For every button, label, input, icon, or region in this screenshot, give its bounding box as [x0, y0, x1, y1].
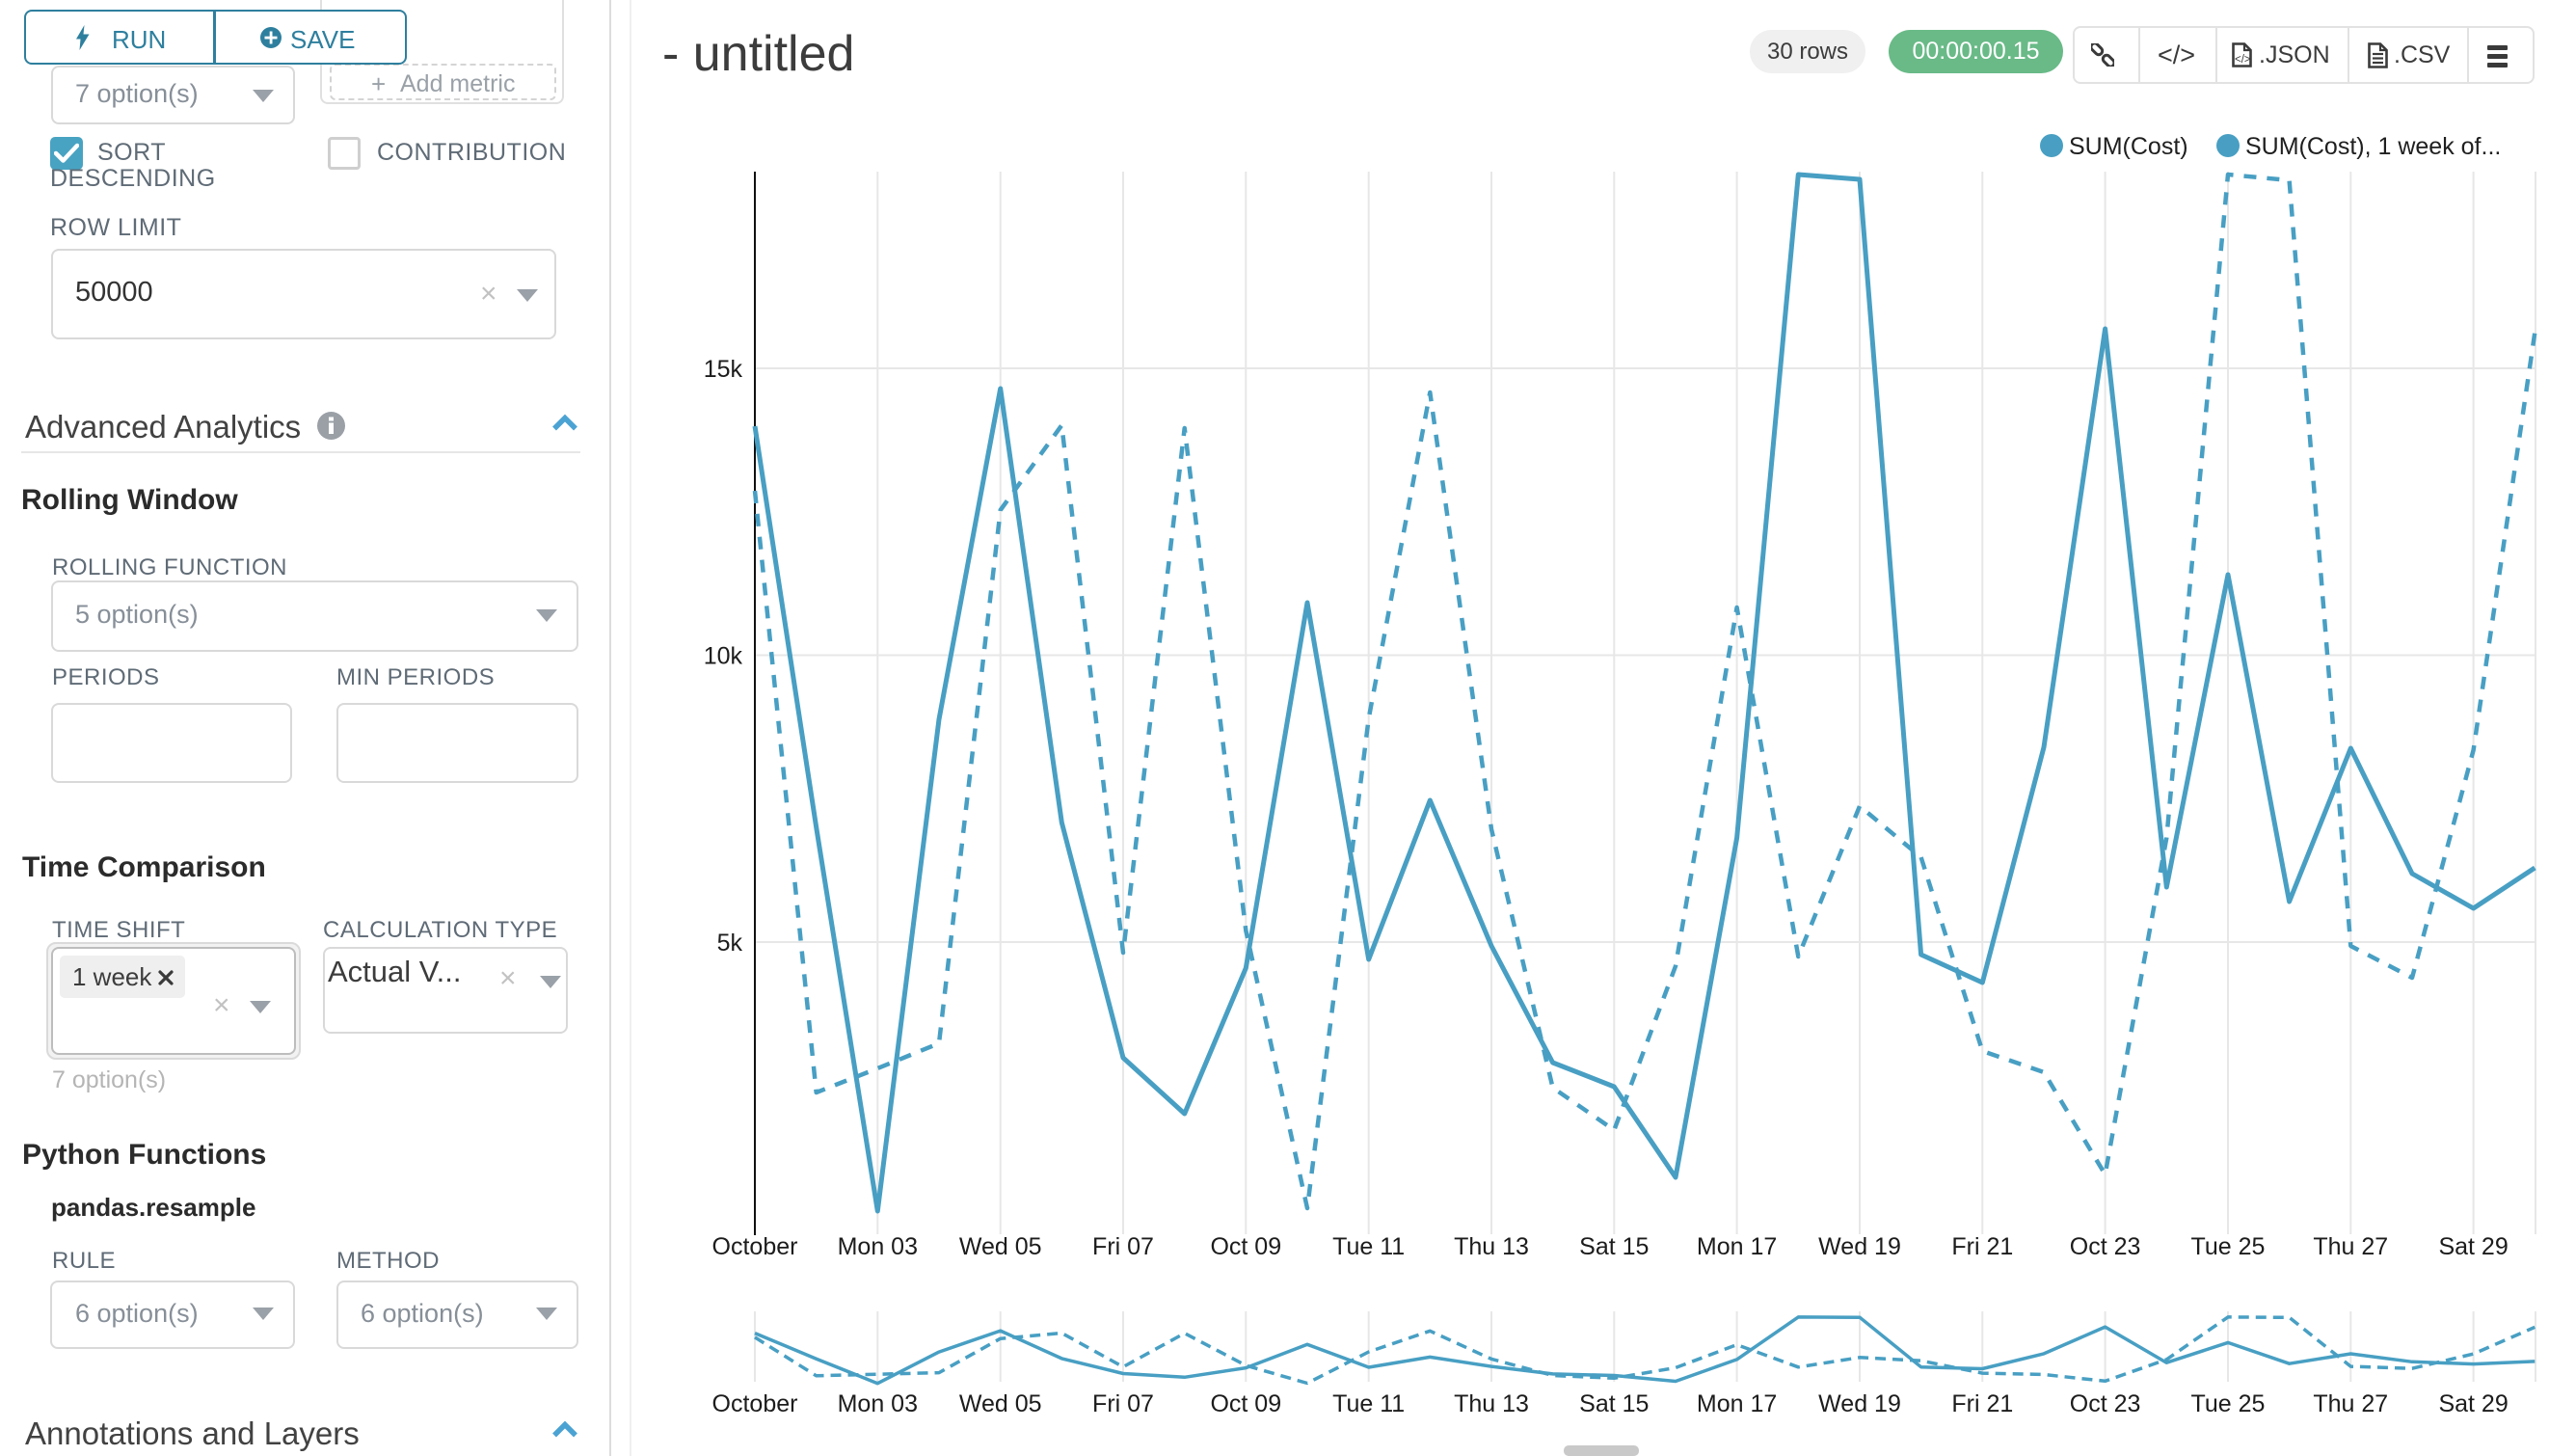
svg-text:Mon 17: Mon 17 [1697, 1233, 1777, 1260]
svg-text:Thu 13: Thu 13 [1454, 1390, 1529, 1417]
svg-text:Oct 23: Oct 23 [2070, 1390, 2141, 1417]
svg-text:Fri 21: Fri 21 [1951, 1233, 2013, 1260]
svg-text:Sat 29: Sat 29 [2438, 1233, 2508, 1260]
svg-text:Oct 09: Oct 09 [1210, 1233, 1281, 1260]
svg-text:Oct 23: Oct 23 [2070, 1233, 2141, 1260]
svg-text:10k: 10k [704, 643, 743, 670]
svg-text:Fri 07: Fri 07 [1092, 1233, 1154, 1260]
svg-text:Sat 29: Sat 29 [2438, 1390, 2508, 1417]
svg-text:15k: 15k [704, 356, 743, 383]
svg-text:Tue 25: Tue 25 [2191, 1390, 2266, 1417]
svg-text:5k: 5k [717, 930, 743, 957]
svg-text:Mon 03: Mon 03 [838, 1233, 918, 1260]
svg-text:Wed 19: Wed 19 [1818, 1390, 1901, 1417]
svg-text:Tue 11: Tue 11 [1332, 1233, 1405, 1260]
svg-text:Wed 05: Wed 05 [959, 1390, 1042, 1417]
svg-text:Fri 07: Fri 07 [1092, 1390, 1154, 1417]
svg-text:Thu 27: Thu 27 [2313, 1233, 2388, 1260]
svg-text:Wed 05: Wed 05 [959, 1233, 1042, 1260]
svg-text:</>: </> [2235, 54, 2251, 66]
svg-text:Tue 11: Tue 11 [1332, 1390, 1405, 1417]
svg-text:October: October [712, 1390, 798, 1417]
svg-text:SUM(Cost): SUM(Cost) [2069, 133, 2188, 160]
svg-text:Mon 17: Mon 17 [1697, 1390, 1777, 1417]
svg-text:Thu 13: Thu 13 [1454, 1233, 1529, 1260]
svg-text:Sat 15: Sat 15 [1579, 1233, 1649, 1260]
svg-text:Oct 09: Oct 09 [1210, 1390, 1281, 1417]
svg-text:Fri 21: Fri 21 [1951, 1390, 2013, 1417]
svg-text:October: October [712, 1233, 798, 1260]
svg-text:Tue 25: Tue 25 [2191, 1233, 2266, 1260]
svg-text:Mon 03: Mon 03 [838, 1390, 918, 1417]
svg-text:SUM(Cost), 1 week of...: SUM(Cost), 1 week of... [2245, 133, 2501, 160]
svg-text:Wed 19: Wed 19 [1818, 1233, 1901, 1260]
svg-text:Thu 27: Thu 27 [2313, 1390, 2388, 1417]
svg-text:Sat 15: Sat 15 [1579, 1390, 1649, 1417]
